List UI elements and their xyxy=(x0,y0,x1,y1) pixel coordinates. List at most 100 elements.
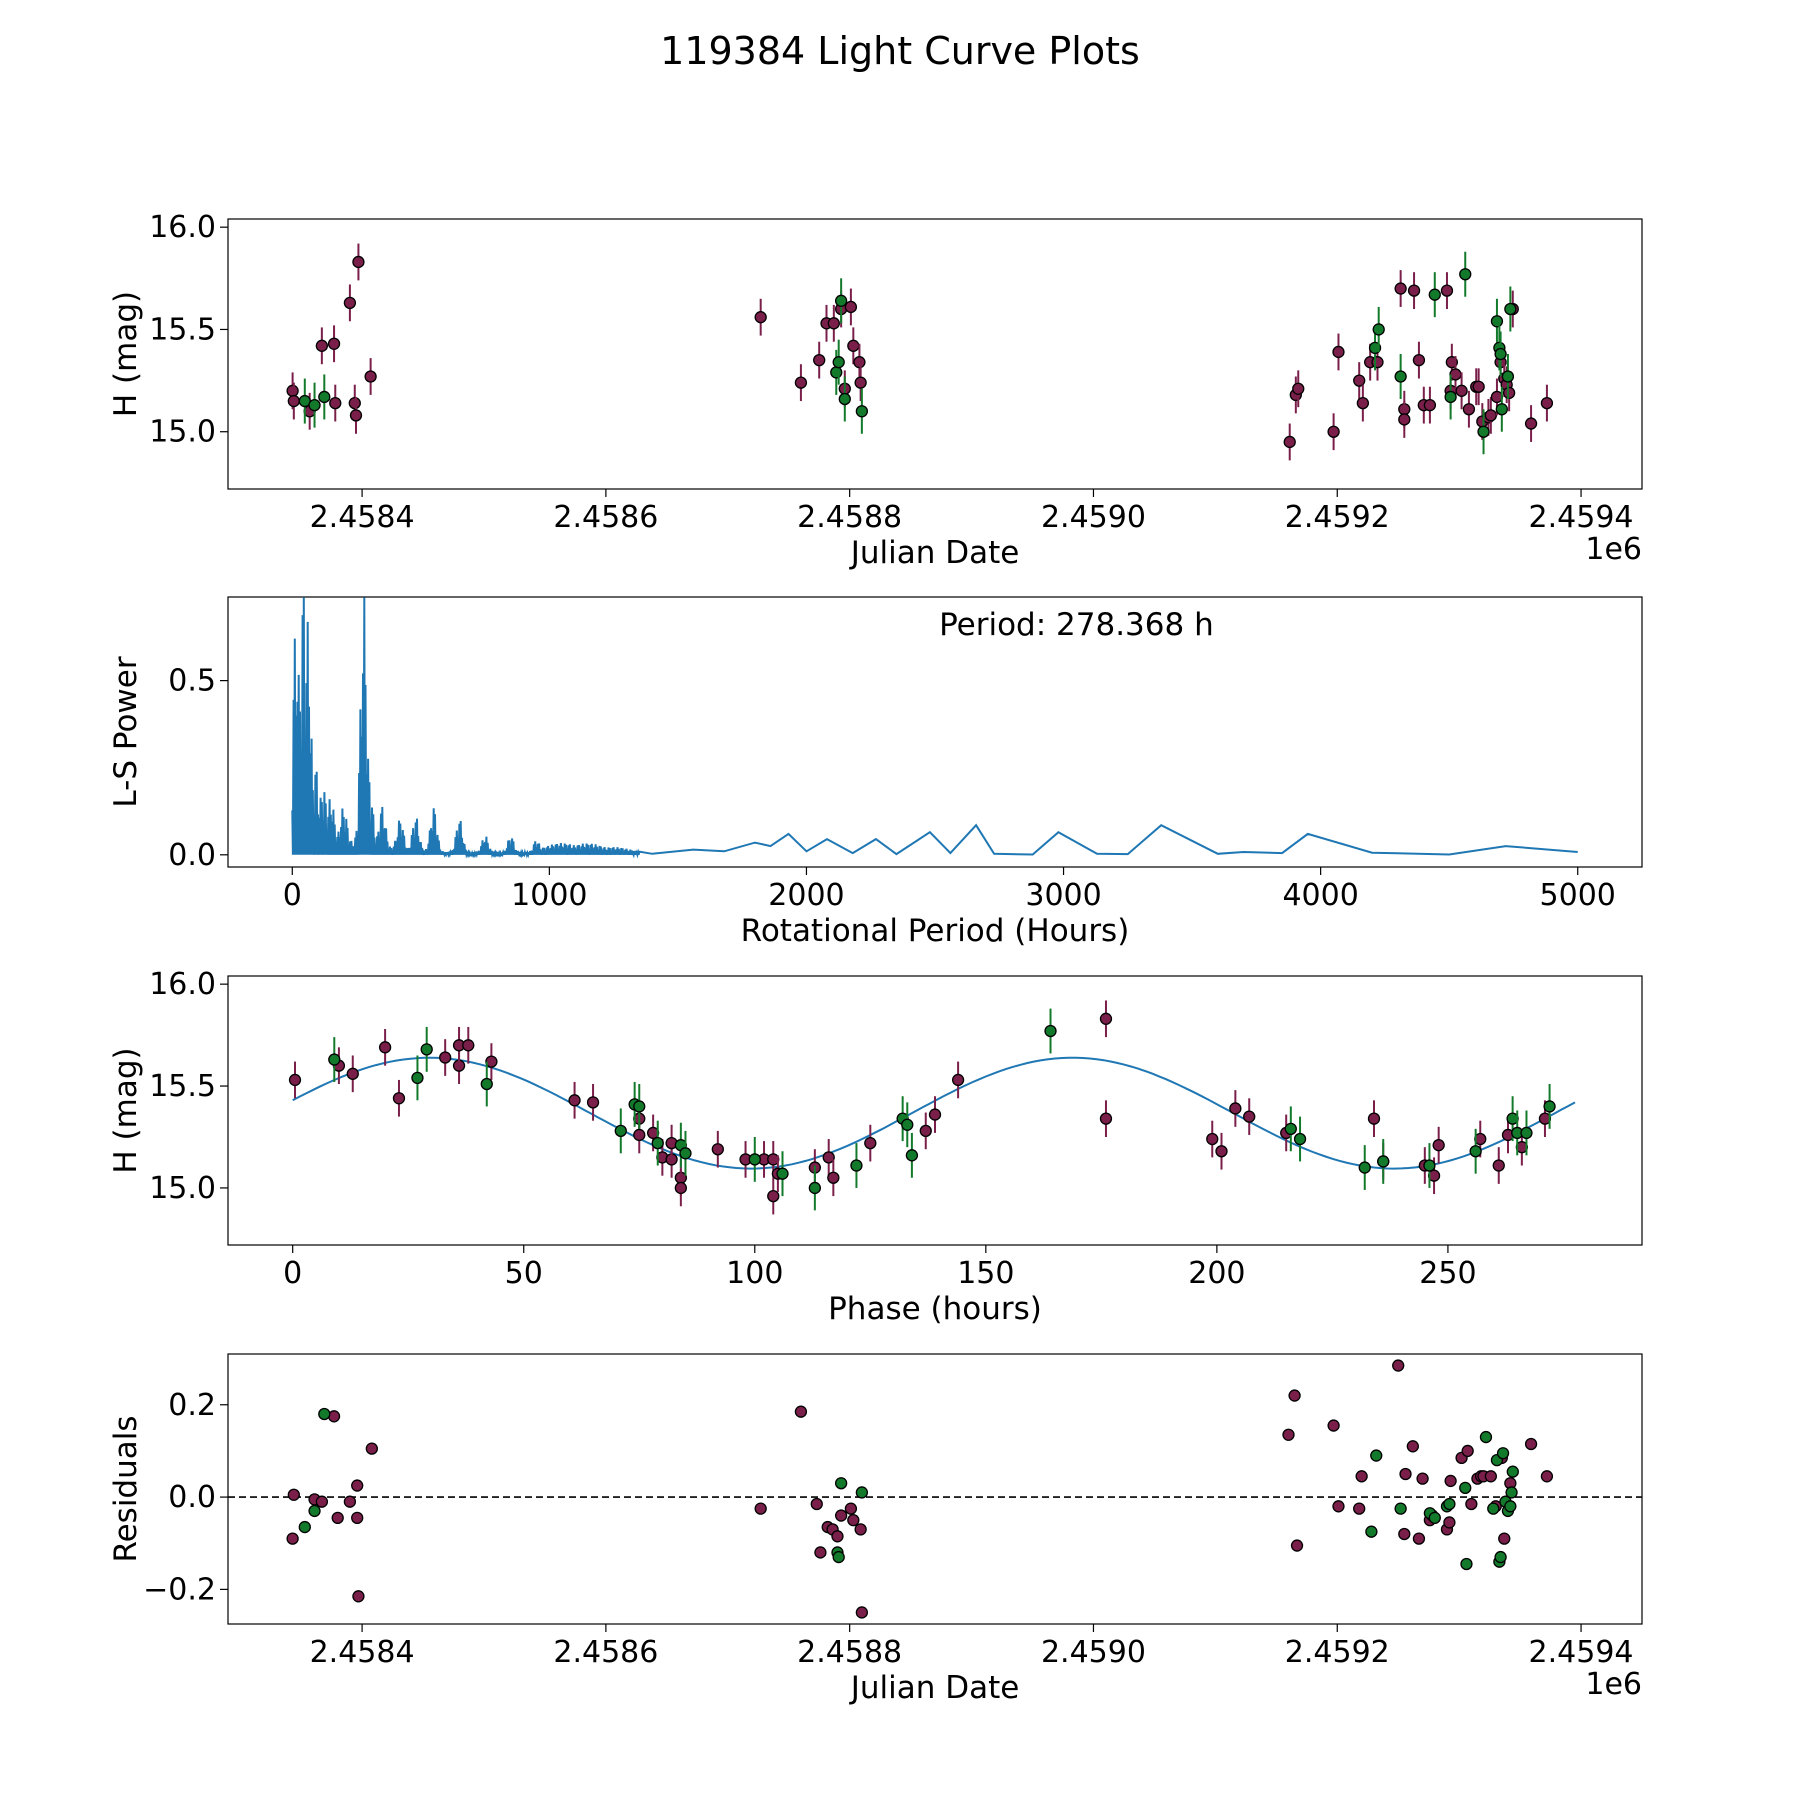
data-point-magenta xyxy=(754,311,767,324)
data-point-magenta xyxy=(810,1497,823,1511)
data-point-magenta xyxy=(1229,1102,1242,1115)
data-point-magenta xyxy=(1283,435,1296,449)
data-point-magenta xyxy=(847,339,860,352)
data-point-magenta xyxy=(794,1405,808,1418)
data-point-magenta xyxy=(767,1189,780,1203)
data-point-magenta xyxy=(827,1171,840,1184)
data-point-magenta xyxy=(1288,1389,1301,1402)
data-point-magenta xyxy=(855,1606,869,1619)
data-point-green xyxy=(1377,1155,1390,1168)
period-annotation: Period: 278.368 h xyxy=(939,607,1214,643)
data-point-magenta xyxy=(1355,1470,1368,1483)
data-point-green xyxy=(308,1504,321,1518)
data-point-magenta xyxy=(1502,386,1516,400)
x-axis-label: Phase (hours) xyxy=(828,1291,1042,1327)
data-point-green xyxy=(1543,1100,1556,1113)
lightcurve-panel: 2.4584 2.4586 2.4588 2.4590 2.4592 2.4594 15.0… xyxy=(108,210,1643,571)
y-axis-label: L-S Power xyxy=(108,656,144,807)
x-tick-label: 2.4590 xyxy=(1041,1635,1146,1670)
data-point-green xyxy=(834,294,848,307)
data-point-green xyxy=(679,1147,692,1160)
data-point-magenta xyxy=(286,384,299,397)
y-axis-label: H (mag) xyxy=(108,291,144,417)
x-axis-label: Julian Date xyxy=(849,535,1020,571)
data-point-magenta xyxy=(1353,374,1366,387)
data-point-magenta xyxy=(1412,353,1426,367)
data-point-magenta xyxy=(928,1108,942,1121)
data-point-magenta xyxy=(1292,382,1305,395)
data-point-magenta xyxy=(711,1143,724,1156)
data-point-green xyxy=(1423,1159,1436,1172)
x-tick-label: 2.4588 xyxy=(797,1635,902,1670)
data-point-green xyxy=(1501,370,1515,383)
data-point-green xyxy=(420,1043,433,1056)
data-point-magenta xyxy=(1449,368,1462,381)
data-point-green xyxy=(298,1520,311,1534)
data-point-magenta xyxy=(844,1502,858,1515)
data-point-magenta xyxy=(813,353,826,367)
data-point-green xyxy=(855,1486,869,1499)
y-tick-label: −0.2 xyxy=(143,1572,216,1607)
data-point-magenta xyxy=(1492,1159,1505,1172)
data-point-green xyxy=(748,1153,761,1166)
y-tick-label: 15.0 xyxy=(149,1171,216,1206)
data-point-green xyxy=(1477,425,1490,438)
data-point-magenta xyxy=(343,1495,357,1508)
data-point-magenta xyxy=(1327,1419,1340,1432)
data-point-magenta xyxy=(1432,1138,1445,1152)
data-point-magenta xyxy=(853,356,866,369)
data-point-green xyxy=(1394,1502,1407,1515)
data-point-magenta xyxy=(1099,1012,1113,1025)
y-tick-label: 0.5 xyxy=(168,664,216,699)
data-point-magenta xyxy=(1540,396,1554,410)
data-point-green xyxy=(1494,1550,1507,1564)
x-tick-label: 250 xyxy=(1419,1256,1476,1291)
x-tick-label: 3000 xyxy=(1025,878,1101,913)
data-point-magenta xyxy=(1455,384,1468,397)
data-point-green xyxy=(1284,1122,1297,1135)
y-tick-label: 16.0 xyxy=(149,210,216,245)
x-tick-label: 2.4584 xyxy=(310,500,415,535)
x-tick-label: 2.4586 xyxy=(553,1635,658,1670)
x-tick-label: 2.4592 xyxy=(1285,500,1390,535)
x-tick-label: 2.4586 xyxy=(553,500,658,535)
data-point-green xyxy=(1496,1447,1510,1460)
data-point-green xyxy=(850,1159,863,1172)
data-point-magenta xyxy=(847,1514,860,1527)
data-point-magenta xyxy=(1407,284,1421,297)
data-point-magenta xyxy=(844,300,858,314)
data-point-green xyxy=(1459,268,1472,281)
data-point-magenta xyxy=(349,409,363,422)
data-point-magenta xyxy=(315,1495,329,1508)
data-point-green xyxy=(1394,370,1407,383)
data-point-magenta xyxy=(346,1067,359,1080)
x-offset-label: 1e6 xyxy=(1585,532,1642,567)
data-point-magenta xyxy=(1524,417,1538,430)
data-point-magenta xyxy=(1206,1132,1219,1146)
data-point-magenta xyxy=(315,339,329,352)
data-point-green xyxy=(1490,315,1504,328)
data-point-magenta xyxy=(834,1509,848,1522)
data-point-magenta xyxy=(462,1039,475,1052)
y-tick-label: 0.0 xyxy=(168,838,216,873)
data-point-magenta xyxy=(1332,345,1345,359)
data-point-green xyxy=(1444,390,1457,404)
data-point-magenta xyxy=(1327,425,1340,438)
x-tick-label: 150 xyxy=(957,1256,1014,1291)
axes-frame xyxy=(227,1353,1643,1625)
data-point-magenta xyxy=(365,1442,378,1455)
data-point-magenta xyxy=(854,376,867,389)
data-point-magenta xyxy=(1243,1110,1256,1123)
data-point-magenta xyxy=(1398,413,1411,426)
data-point-green xyxy=(776,1167,789,1180)
y-axis-label: Residuals xyxy=(108,1415,144,1562)
axes-frame xyxy=(227,218,1643,490)
x-axis-label: Rotational Period (Hours) xyxy=(741,913,1130,949)
data-point-magenta xyxy=(351,1479,364,1492)
data-point-magenta xyxy=(854,1523,867,1536)
x-tick-label: 50 xyxy=(505,1256,543,1291)
data-point-green xyxy=(328,1053,341,1066)
data-point-green xyxy=(318,1407,331,1421)
data-point-magenta xyxy=(1215,1145,1228,1158)
data-point-magenta xyxy=(951,1073,965,1087)
